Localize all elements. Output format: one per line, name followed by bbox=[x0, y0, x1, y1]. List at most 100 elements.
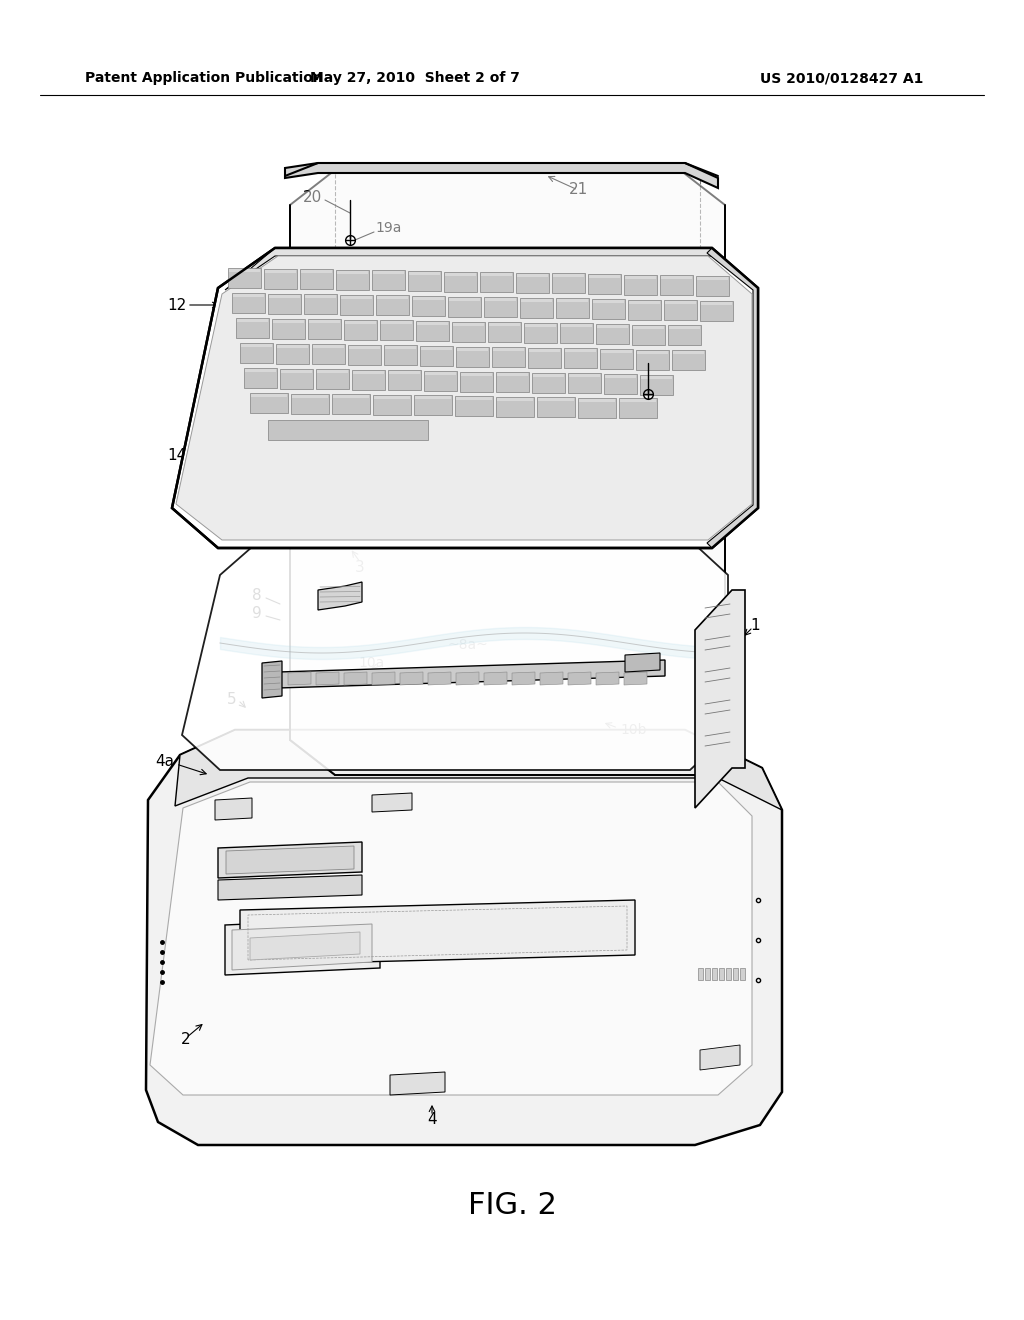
Polygon shape bbox=[624, 672, 647, 685]
Polygon shape bbox=[521, 298, 552, 302]
Polygon shape bbox=[701, 302, 732, 305]
Polygon shape bbox=[593, 300, 624, 304]
Polygon shape bbox=[629, 301, 660, 304]
Polygon shape bbox=[373, 395, 411, 414]
Text: 12: 12 bbox=[168, 297, 187, 313]
Polygon shape bbox=[237, 319, 268, 322]
Polygon shape bbox=[660, 275, 693, 296]
Polygon shape bbox=[318, 582, 362, 610]
Polygon shape bbox=[301, 271, 332, 273]
Polygon shape bbox=[408, 271, 441, 290]
Polygon shape bbox=[568, 672, 591, 685]
Text: 3: 3 bbox=[355, 561, 365, 576]
Polygon shape bbox=[415, 396, 451, 400]
Polygon shape bbox=[385, 346, 416, 350]
Polygon shape bbox=[308, 319, 341, 339]
Text: 20: 20 bbox=[596, 347, 615, 363]
Polygon shape bbox=[176, 256, 752, 540]
Polygon shape bbox=[316, 370, 349, 389]
Polygon shape bbox=[740, 968, 745, 979]
Polygon shape bbox=[520, 298, 553, 318]
Polygon shape bbox=[496, 372, 529, 392]
Polygon shape bbox=[240, 343, 273, 363]
Polygon shape bbox=[348, 345, 381, 364]
Polygon shape bbox=[313, 346, 344, 348]
Polygon shape bbox=[381, 321, 412, 325]
Polygon shape bbox=[250, 932, 360, 960]
Text: 20: 20 bbox=[303, 190, 322, 206]
Polygon shape bbox=[492, 347, 525, 367]
Text: May 27, 2010  Sheet 2 of 7: May 27, 2010 Sheet 2 of 7 bbox=[310, 71, 520, 84]
Polygon shape bbox=[665, 301, 696, 304]
Text: 38: 38 bbox=[398, 524, 418, 540]
Polygon shape bbox=[457, 347, 488, 351]
Polygon shape bbox=[425, 372, 456, 375]
Polygon shape bbox=[269, 294, 300, 297]
Polygon shape bbox=[525, 323, 556, 327]
Text: 14: 14 bbox=[168, 447, 187, 462]
Polygon shape bbox=[726, 968, 731, 979]
Polygon shape bbox=[556, 298, 589, 318]
Text: 8: 8 bbox=[252, 589, 262, 603]
Polygon shape bbox=[150, 781, 752, 1096]
Polygon shape bbox=[517, 273, 548, 277]
Text: 5: 5 bbox=[226, 693, 236, 708]
Polygon shape bbox=[497, 374, 528, 376]
Polygon shape bbox=[636, 350, 669, 370]
Polygon shape bbox=[146, 730, 782, 1144]
Text: US 2010/0128427 A1: US 2010/0128427 A1 bbox=[760, 71, 924, 84]
Polygon shape bbox=[529, 348, 560, 352]
Polygon shape bbox=[481, 273, 512, 276]
Polygon shape bbox=[278, 345, 308, 347]
Polygon shape bbox=[553, 275, 584, 277]
Polygon shape bbox=[538, 399, 574, 401]
Polygon shape bbox=[240, 900, 635, 965]
Polygon shape bbox=[700, 1045, 740, 1071]
Polygon shape bbox=[233, 294, 264, 297]
Polygon shape bbox=[485, 298, 516, 301]
Polygon shape bbox=[182, 540, 728, 770]
Polygon shape bbox=[428, 672, 451, 685]
Polygon shape bbox=[528, 347, 561, 368]
Polygon shape bbox=[640, 375, 673, 395]
Polygon shape bbox=[218, 875, 362, 900]
Polygon shape bbox=[374, 396, 410, 399]
Polygon shape bbox=[309, 321, 340, 323]
Polygon shape bbox=[281, 370, 312, 372]
Polygon shape bbox=[628, 300, 662, 319]
Polygon shape bbox=[484, 672, 507, 685]
Polygon shape bbox=[241, 345, 272, 347]
Polygon shape bbox=[285, 162, 718, 187]
Polygon shape bbox=[620, 400, 656, 403]
Polygon shape bbox=[632, 325, 665, 345]
Polygon shape bbox=[592, 300, 625, 319]
Polygon shape bbox=[557, 300, 588, 302]
Polygon shape bbox=[488, 322, 521, 342]
Polygon shape bbox=[337, 271, 368, 273]
Polygon shape bbox=[596, 323, 629, 345]
Polygon shape bbox=[664, 300, 697, 321]
Polygon shape bbox=[244, 368, 278, 388]
Polygon shape bbox=[273, 319, 304, 322]
Polygon shape bbox=[493, 348, 524, 351]
Polygon shape bbox=[568, 374, 601, 393]
Polygon shape bbox=[733, 968, 738, 979]
Polygon shape bbox=[372, 271, 406, 290]
Polygon shape bbox=[372, 672, 395, 685]
Polygon shape bbox=[589, 275, 620, 279]
Polygon shape bbox=[264, 268, 297, 289]
Polygon shape bbox=[175, 730, 782, 810]
Polygon shape bbox=[637, 351, 668, 354]
Polygon shape bbox=[341, 296, 372, 298]
Polygon shape bbox=[376, 296, 409, 315]
Polygon shape bbox=[225, 917, 380, 975]
Polygon shape bbox=[290, 170, 725, 775]
Polygon shape bbox=[719, 968, 724, 979]
Polygon shape bbox=[624, 275, 657, 294]
Polygon shape bbox=[215, 799, 252, 820]
Polygon shape bbox=[229, 269, 260, 272]
Polygon shape bbox=[390, 1072, 445, 1096]
Polygon shape bbox=[291, 393, 329, 413]
Polygon shape bbox=[561, 325, 592, 327]
Polygon shape bbox=[245, 370, 276, 372]
